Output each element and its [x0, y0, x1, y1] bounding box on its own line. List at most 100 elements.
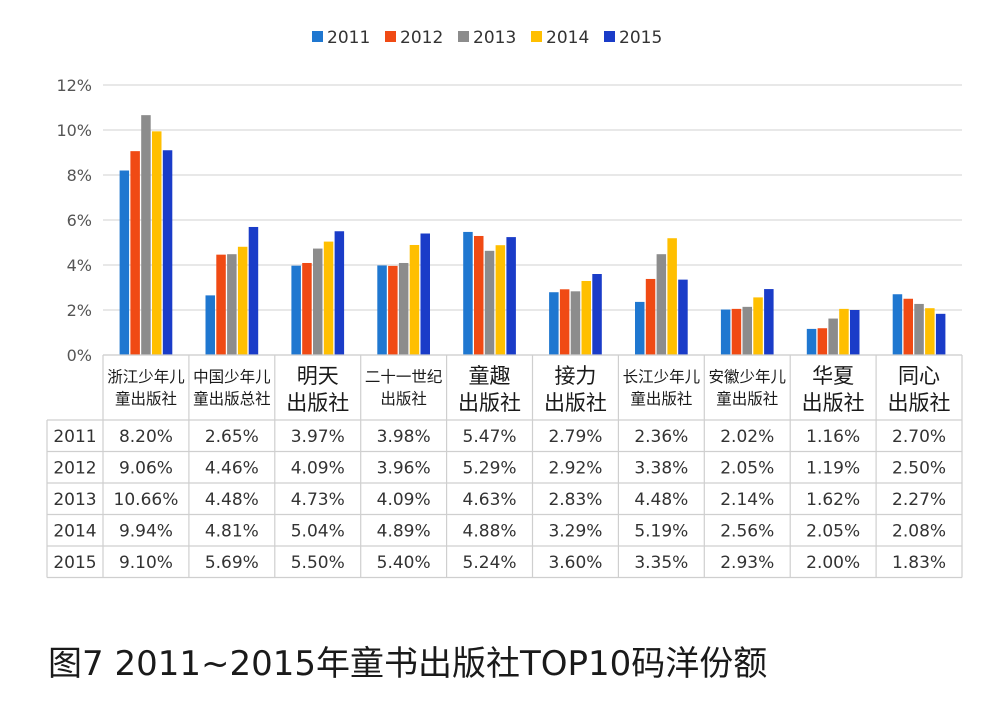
table-cell: 2.05%: [806, 521, 860, 541]
data-table: 浙江少年儿童出版社中国少年儿童出版总社明天出版社二十一世纪出版社童趣出版社接力出…: [46, 354, 963, 579]
category-label: 安徽少年儿: [708, 368, 786, 386]
y-tick-label: 4%: [67, 256, 92, 275]
table-cell: 2.05%: [720, 458, 774, 478]
table-cell: 2.92%: [548, 458, 602, 478]
bar-2015-7: [764, 289, 774, 355]
y-tick-label: 0%: [67, 346, 92, 365]
bar-2014-4: [495, 245, 506, 355]
category-label: 童出版社: [716, 389, 778, 408]
figure-caption: 图7 2011~2015年童书出版社TOP10码洋份额: [48, 644, 768, 684]
table-cell: 1.19%: [806, 458, 860, 478]
bar-2013-2: [313, 248, 323, 355]
table-cell: 5.29%: [463, 458, 517, 478]
table-cell: 4.46%: [205, 458, 259, 478]
bar-2014-3: [409, 244, 420, 355]
bar-2013-6: [656, 254, 667, 355]
bar-2014-5: [581, 280, 591, 355]
table-cell: 4.63%: [463, 490, 517, 510]
y-tick-label: 8%: [67, 166, 92, 185]
legend-swatch-2012: [385, 31, 396, 42]
table-cell: 2.00%: [806, 553, 860, 573]
bar-2011-8: [806, 328, 817, 355]
table-cell: 2.83%: [548, 490, 602, 510]
bar-2012-1: [216, 254, 226, 355]
table-cell: 2.70%: [892, 427, 946, 447]
bar-2012-4: [474, 235, 484, 355]
table-cell: 2.14%: [720, 490, 774, 510]
table-cell: 4.81%: [205, 521, 259, 541]
bar-2015-4: [506, 237, 516, 355]
table-cell: 2.36%: [634, 427, 688, 447]
table-cell: 2.08%: [892, 521, 946, 541]
table-cell: 2.79%: [548, 427, 602, 447]
table-cell: 3.60%: [548, 553, 602, 573]
bar-2012-3: [388, 265, 398, 355]
table-cell: 4.88%: [463, 521, 517, 541]
legend-label-2012: 2012: [400, 28, 443, 48]
table-cell: 4.09%: [291, 458, 345, 478]
bar-2011-0: [119, 170, 130, 355]
table-cell: 2.93%: [720, 553, 774, 573]
legend-label-2011: 2011: [327, 28, 370, 48]
category-label: 同心: [898, 364, 940, 388]
category-label: 出版社: [888, 391, 951, 415]
category-label: 童趣: [469, 364, 511, 388]
bar-2012-2: [302, 262, 312, 355]
table-cell: 9.94%: [119, 521, 173, 541]
bar-2011-7: [720, 309, 731, 355]
legend: 2011 2012 2013 2014 2015: [312, 28, 662, 48]
category-label: 中国少年儿: [193, 368, 271, 386]
bar-2015-8: [850, 310, 860, 355]
bar-2014-2: [323, 241, 334, 355]
category-label: 长江少年儿: [623, 368, 701, 386]
y-tick-label: 2%: [67, 301, 92, 320]
table-cell: 4.09%: [377, 490, 431, 510]
bar-2013-8: [828, 318, 838, 355]
bar-2011-3: [377, 265, 387, 355]
table-cell: 3.29%: [548, 521, 602, 541]
bar-2012-5: [559, 289, 570, 355]
bar-2014-8: [839, 308, 849, 356]
table-cell: 2.56%: [720, 521, 774, 541]
bar-2013-3: [398, 262, 409, 355]
category-label: 童出版社: [115, 389, 177, 408]
y-axis: 0% 2% 4% 6% 8% 10% 12%: [56, 76, 92, 365]
table-cell: 4.48%: [205, 490, 259, 510]
category-label: 明天: [297, 364, 339, 388]
category-label: 出版社: [458, 391, 521, 415]
bar-2013-4: [484, 250, 495, 355]
legend-swatch-2013: [458, 31, 469, 42]
bar-2013-0: [141, 115, 151, 356]
legend-label-2015: 2015: [619, 28, 662, 48]
bar-2015-3: [420, 233, 430, 355]
table-cell: 9.10%: [119, 553, 173, 573]
category-label: 出版社: [544, 391, 607, 415]
table-cell: 10.66%: [114, 490, 179, 510]
table-cell: 8.20%: [119, 427, 173, 447]
bar-2011-6: [635, 301, 645, 355]
table-cell: 2.02%: [720, 427, 774, 447]
legend-swatch-2011: [312, 31, 323, 42]
bar-2011-1: [205, 295, 215, 356]
category-label: 接力: [554, 364, 596, 388]
legend-label-2014: 2014: [546, 28, 589, 48]
bar-2014-0: [152, 131, 162, 355]
bar-2012-7: [731, 308, 742, 356]
bar-2015-0: [162, 150, 173, 355]
category-label: 出版社: [380, 390, 427, 408]
bar-2013-9: [914, 303, 924, 355]
table-cell: 2.65%: [205, 427, 259, 447]
table-cell: 2.50%: [892, 458, 946, 478]
table-cell: 3.98%: [377, 427, 431, 447]
y-tick-label: 12%: [56, 76, 92, 95]
bar-2011-9: [892, 294, 903, 355]
table-cell: 5.69%: [205, 553, 259, 573]
bar-2015-6: [678, 279, 688, 356]
bar-2013-1: [227, 254, 237, 355]
table-cell: 5.04%: [291, 521, 345, 541]
legend-swatch-2014: [531, 31, 542, 42]
table-cell: 1.16%: [806, 427, 860, 447]
table-cell: 3.97%: [291, 427, 345, 447]
bar-2015-5: [592, 274, 602, 355]
